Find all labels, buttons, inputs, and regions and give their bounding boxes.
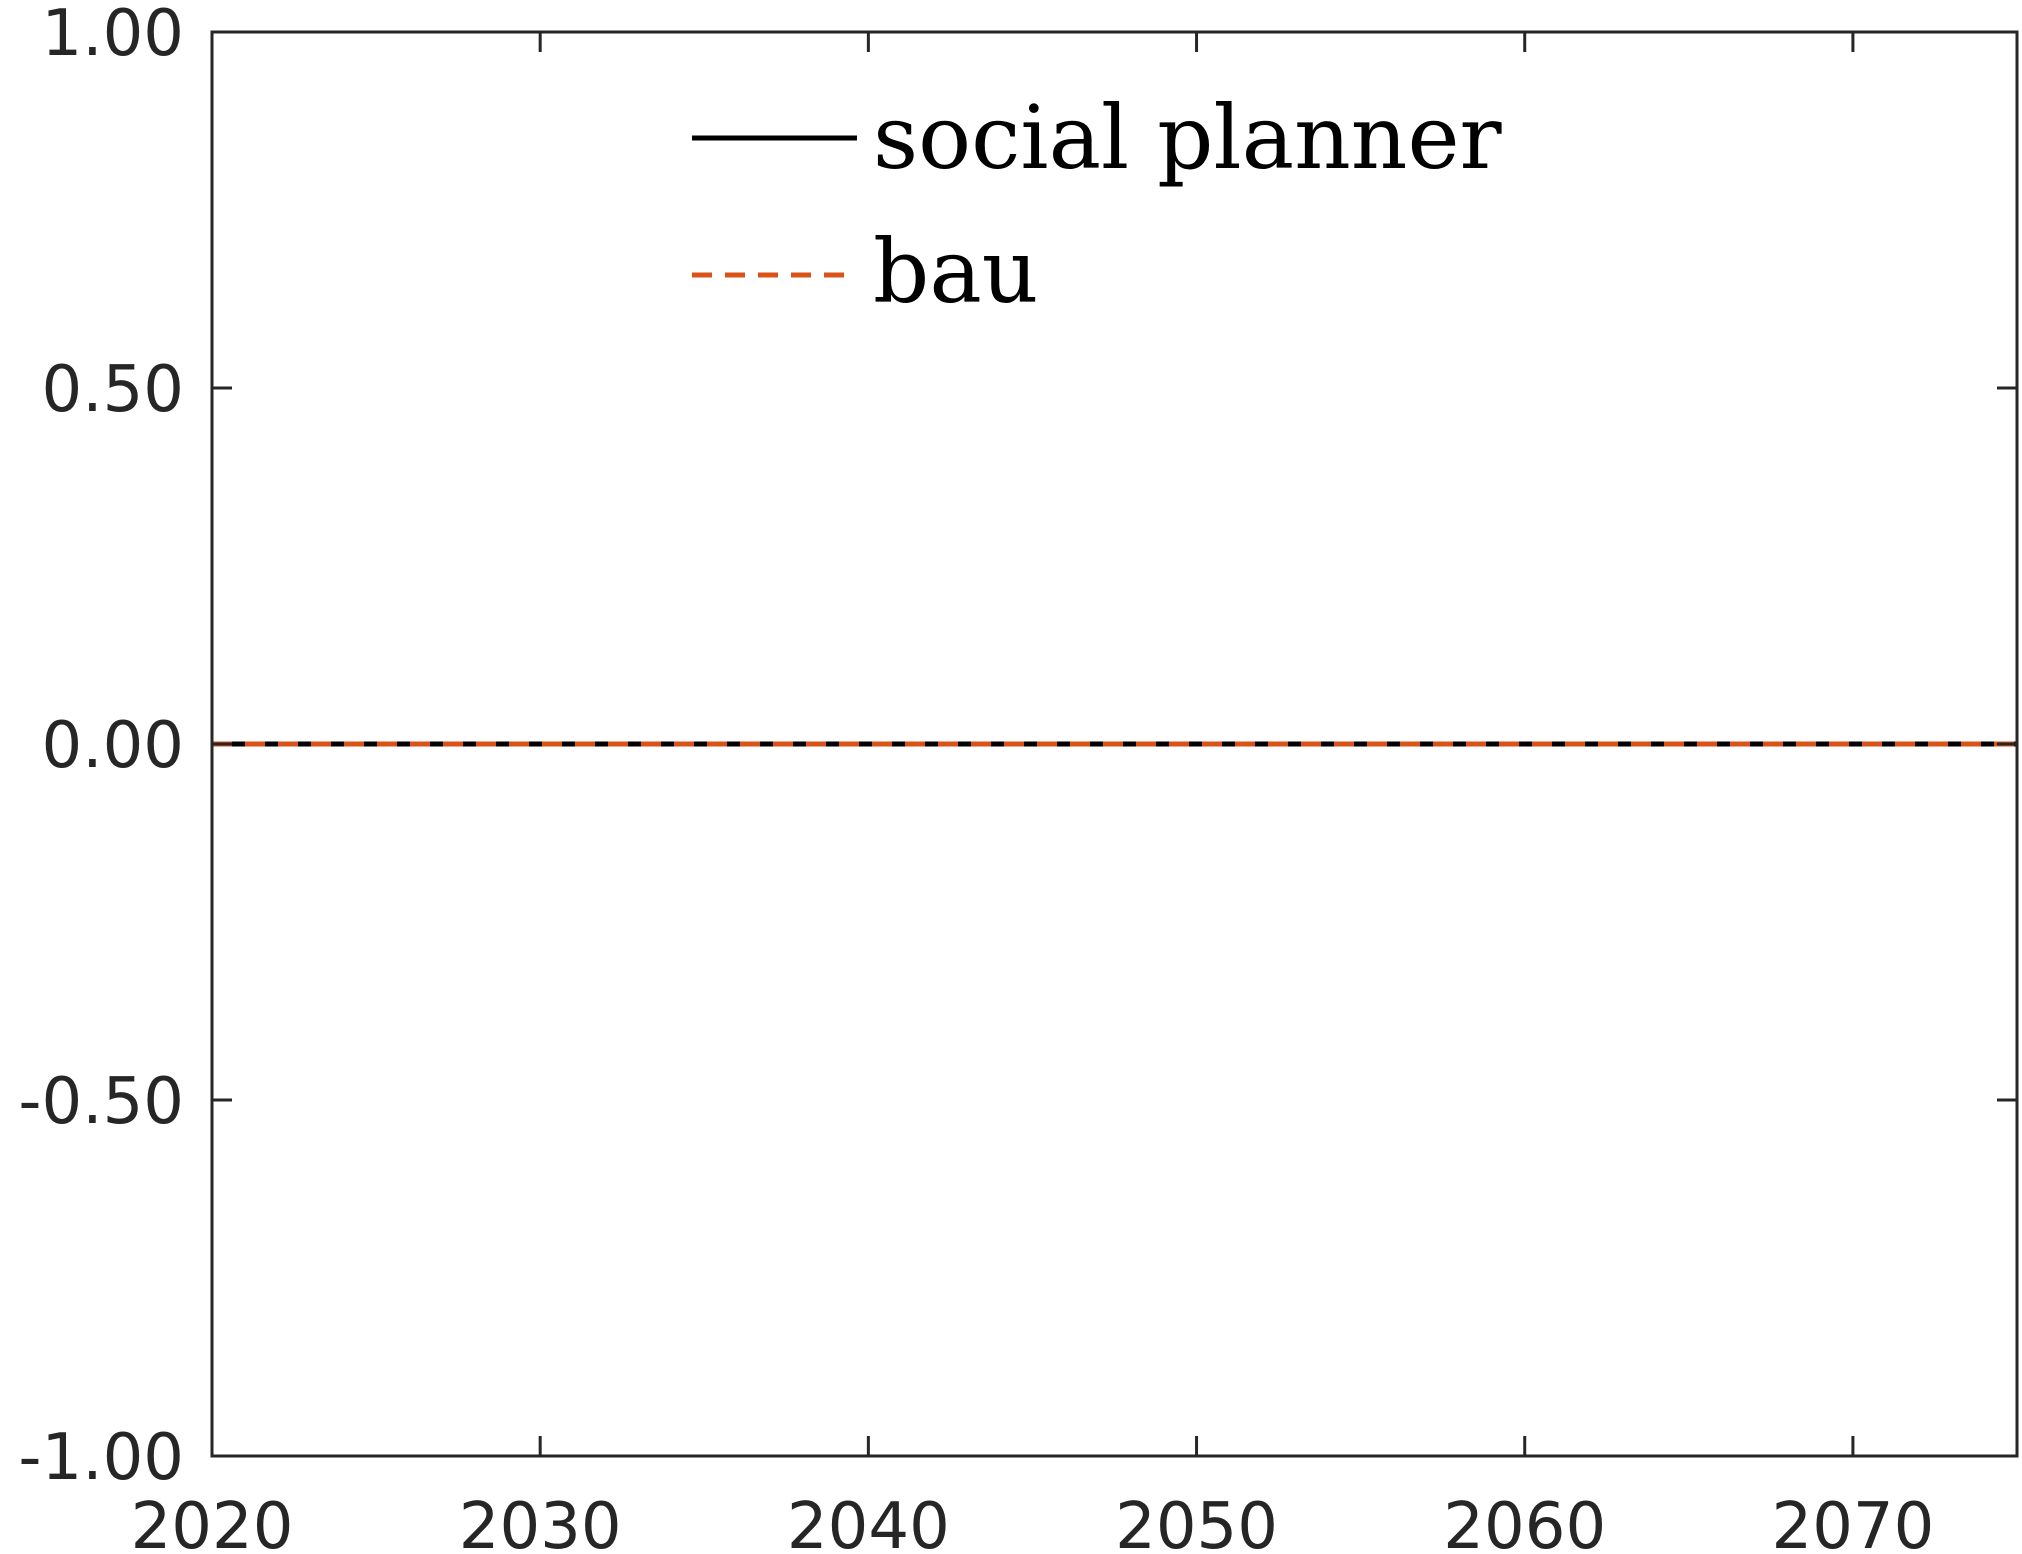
y-tick-label: -0.50 bbox=[18, 1065, 184, 1139]
y-tick-label: 1.00 bbox=[42, 0, 185, 71]
x-tick-label: 2030 bbox=[459, 1490, 622, 1554]
legend-label-social-planner: social planner bbox=[873, 86, 1503, 189]
x-tick-label: 2060 bbox=[1443, 1490, 1606, 1554]
legend-label-bau: bau bbox=[873, 220, 1038, 323]
x-tick-label: 2070 bbox=[1771, 1490, 1934, 1554]
y-tick-label: -1.00 bbox=[18, 1421, 184, 1495]
x-tick-label: 2050 bbox=[1115, 1490, 1278, 1554]
plot-frame bbox=[210, 30, 2019, 1458]
y-tick-label: 0.50 bbox=[42, 353, 185, 427]
ticks-layer: 2020 2030 2040 2050 2060 2070 -1.00 -0.50 0.00 0.… bbox=[18, 0, 2017, 1554]
x-tick-label: 2040 bbox=[787, 1490, 950, 1554]
legend: social planner bau bbox=[692, 86, 1503, 323]
x-tick-label: 2020 bbox=[131, 1490, 294, 1554]
y-tick-label: 0.00 bbox=[42, 709, 185, 783]
